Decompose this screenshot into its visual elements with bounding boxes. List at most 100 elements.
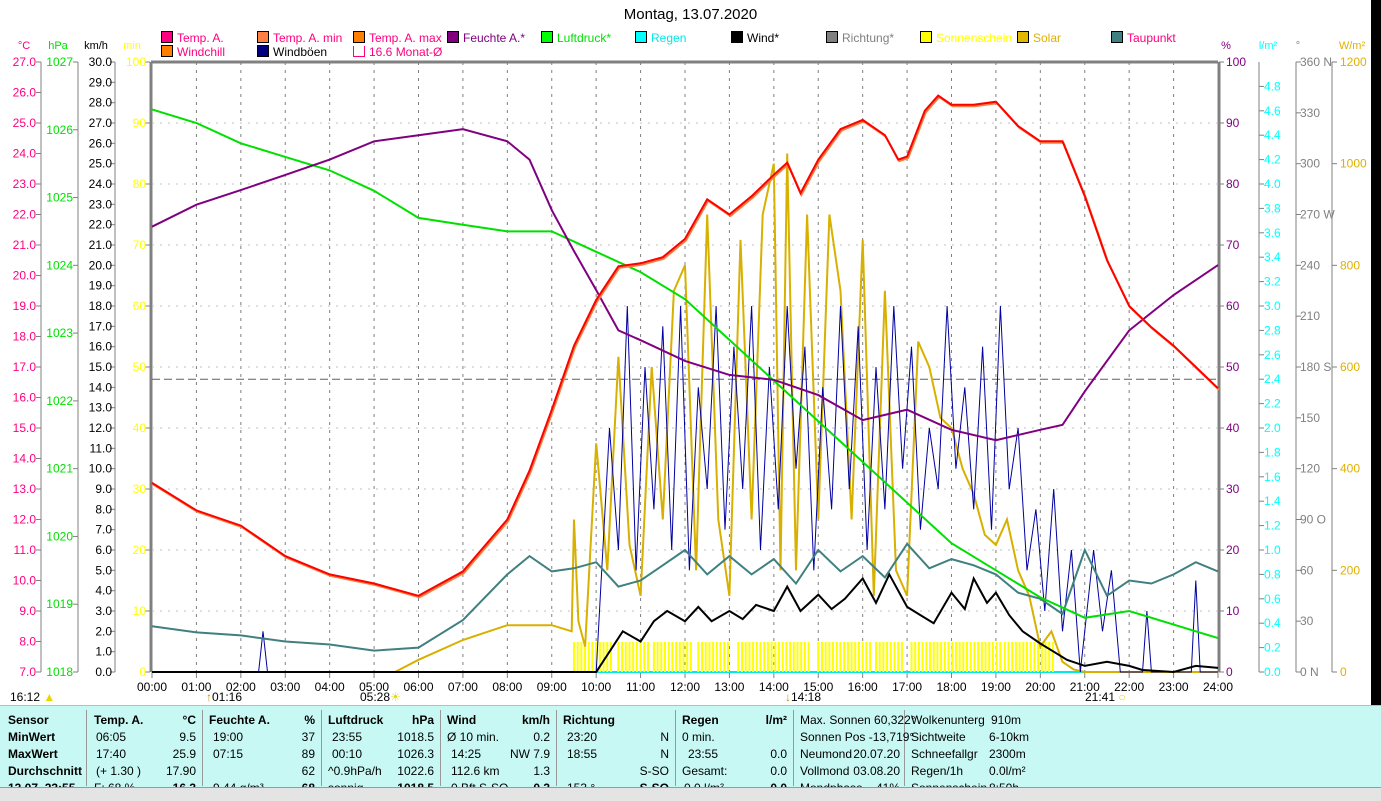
axis-tick-label-temp: 17.0 [13,360,37,374]
legend-swatch [1111,31,1123,43]
axis-tick-label-temp: 22.0 [13,208,37,222]
cell: 37 [301,730,315,744]
marker-text: 14:18 [791,690,822,704]
legend-item: Regen [635,31,686,45]
axis-tick-label-wind: 22.0 [89,218,113,232]
axis-tick-label-pressure: 1021 [46,462,73,476]
axis-tick-label-rain: 1.0 [1264,543,1281,557]
col-direction: Richtung 23:20N 18:55N S-SO 153 °S-SO [557,710,676,795]
axis-tick-label-rain: 1.8 [1264,445,1281,459]
col-sensor: Sensor MinWert MaxWert Durchschnitt 13.0… [4,710,87,795]
legend-item: Luftdruck* [541,31,611,45]
axis-tick-label-wind: 23.0 [89,197,113,211]
cell: Neumond [800,747,853,761]
axis-tick-label-solar: 600 [1340,360,1360,374]
series-windb-en-line [152,305,1218,673]
axis-tick-label-wind: 11.0 [90,441,113,455]
axis-tick-label-wind: 25.0 [89,157,113,171]
axis-tick-label-sun: 90 [133,116,147,130]
axis-tick-label-pressure: 1027 [46,55,73,69]
axis-tick-label-rain: 3.0 [1264,299,1281,313]
axis-tick-label-wind: 21.0 [89,238,113,252]
axis-tick-label-wind: 12.0 [89,421,113,435]
axis-tick-label-temp: 11.0 [14,543,37,557]
x-tick-label: 05:00 [359,680,389,694]
axis-tick-label-wind: 29.0 [89,75,113,89]
axis-unit-wind: km/h [84,40,108,52]
cell: 23:55 [332,730,363,744]
cell: 23:55 [688,747,719,761]
cell: % [304,713,315,727]
axis-tick-label-wind: 24.0 [89,177,113,191]
cell: N [660,730,669,744]
x-tick-label: 23:00 [1159,680,1189,694]
cell: Regen [682,713,719,727]
legend-item: Temp. A. max [353,31,442,45]
legend-swatch [257,31,269,43]
axis-tick-label-solar: 1200 [1340,55,1367,69]
legend-label: Windchill [177,45,226,59]
cell: 18:55 [567,747,598,761]
axis-tick-label-rain: 4.4 [1264,128,1281,142]
legend-label: 16.6 Monat-Ø [369,45,443,59]
axis-tick-label-pressure: 1025 [46,191,73,205]
axis-tick-label-humidity: 90 [1226,116,1240,130]
legend-swatch [161,45,173,57]
axis-tick-label-direction: 330 [1300,106,1320,120]
cell: 06:05 [96,730,127,744]
x-tick-label: 07:00 [448,680,478,694]
axis-tick-label-sun: 10 [133,604,147,618]
stats-table: Sensor MinWert MaxWert Durchschnitt 13.0… [0,705,1381,795]
axis-tick-label-direction: 300 [1300,157,1320,171]
legend-swatch [1017,31,1029,43]
cell: (+ 1.30 ) [96,764,142,778]
axis-tick-label-wind: 7.0 [95,523,112,537]
axis-unit-pressure: hPa [48,40,68,52]
cell: 17.90 [165,764,196,778]
legend-label: Solar [1033,31,1062,45]
axis-tick-label-sun: 70 [133,238,147,252]
sunrise-marker: 05:28☀ [360,690,401,704]
axis-tick-label-temp: 20.0 [13,269,37,283]
axis-tick-label-sun: 20 [133,543,147,557]
axis-tick-label-direction: 0 N [1300,665,1319,679]
cell: 0.0 [770,747,787,761]
cell: Richtung [563,713,615,727]
window-edge [1371,0,1381,705]
axis-tick-label-rain: 4.2 [1264,153,1281,167]
x-tick-label: 24:00 [1203,680,1233,694]
axis-tick-label-temp: 12.0 [13,513,37,527]
legend-label: Richtung* [842,31,895,45]
cell: 910m [991,713,1022,727]
cell: Sonnen Pos -13,719° [800,730,915,744]
axis-tick-label-direction: 270 W [1300,208,1335,222]
cell: 2300m [989,747,1026,761]
axis-tick-label-wind: 14.0 [89,380,113,394]
x-tick-label: 21:00 [1070,680,1100,694]
marker-text: 16:12 [10,690,41,704]
axis-tick-label-temp: 10.0 [13,574,37,588]
axis-tick-label-rain: 1.6 [1264,470,1281,484]
axis-tick-label-solar: 0 [1340,665,1347,679]
axis-tick-label-solar: 1000 [1340,157,1367,171]
chart-title: Montag, 13.07.2020 [623,6,758,23]
col-misc: Wolkenunterg 910m Sichtweite 6-10km Schnee… [905,710,1030,795]
axis-tick-label-wind: 5.0 [95,563,112,577]
x-tick-label: 01:00 [181,680,211,694]
cell: 0 min. [682,730,715,744]
axis-unit-direction: ° [1296,40,1300,52]
axis-tick-label-rain: 1.2 [1264,519,1281,533]
axis-unit-solar: W/m² [1339,40,1366,52]
axis-tick-label-wind: 8.0 [95,502,112,516]
axis-unit-sun: min [123,40,141,52]
legend-label: Temp. A. max [369,31,442,45]
x-tick-label: 13:00 [714,680,744,694]
cell: 0.0 [770,764,787,778]
x-tick-label: 02:00 [226,680,256,694]
legend-item: Sonnenschein [920,31,1012,45]
axis-tick-label-wind: 13.0 [89,401,113,415]
x-tick-label: 16:00 [848,680,878,694]
legend-swatch [731,31,743,43]
axis-unit-humidity: % [1221,40,1231,52]
